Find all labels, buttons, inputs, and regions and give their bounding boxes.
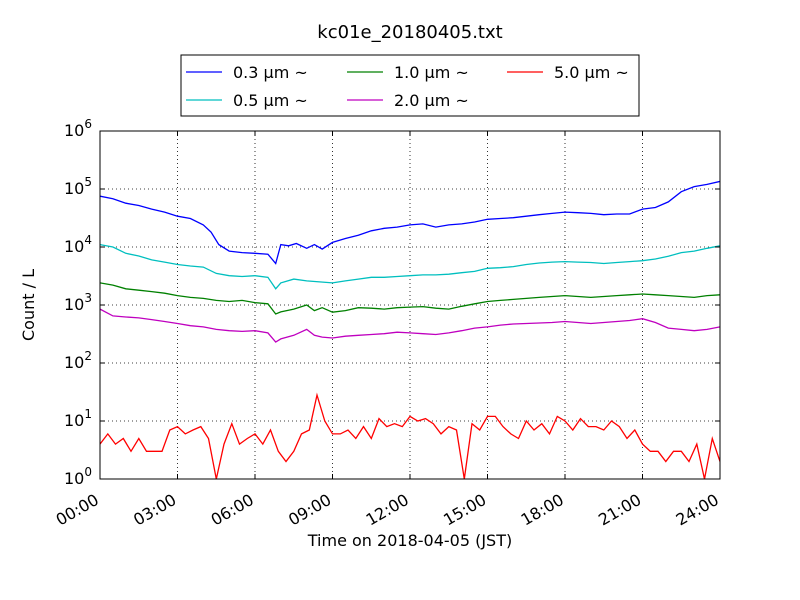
y-axis: 100 101 102 103 104 105 106: [64, 117, 720, 488]
y-tick-label: 102: [64, 349, 92, 372]
series-line-0: [100, 180, 720, 265]
legend-entry-label: 5.0 μm ~: [554, 63, 629, 82]
y-tick-label: 103: [64, 291, 92, 314]
legend-entry-label: 1.0 μm ~: [394, 63, 469, 82]
x-axis-label: Time on 2018-04-05 (JST): [307, 531, 512, 550]
y-tick-label: 101: [64, 407, 92, 430]
series-line-1: [100, 243, 720, 290]
series-line-2: [100, 282, 720, 315]
legend-entry-label: 0.3 μm ~: [233, 63, 308, 82]
legend: 0.3 μm ~ 0.5 μm ~ 1.0 μm ~ 2.0 μm ~ 5.0 μm ~: [180, 54, 640, 117]
chart-title: kc01e_20180405.txt: [317, 22, 502, 43]
legend-entry-label: 2.0 μm ~: [394, 91, 469, 110]
series-line-4: [100, 392, 720, 479]
legend-entry-label: 0.5 μm ~: [233, 91, 308, 110]
legend-box: [180, 54, 640, 117]
y-tick-label: 100: [64, 465, 92, 488]
y-tick-label: 105: [64, 175, 92, 198]
y-tick-label: 106: [64, 117, 92, 140]
series-line-3: [100, 308, 720, 343]
series-layer: [100, 180, 720, 479]
y-tick-label: 104: [64, 233, 92, 256]
grid: [100, 131, 720, 479]
y-axis-label: Count / L: [19, 269, 38, 341]
